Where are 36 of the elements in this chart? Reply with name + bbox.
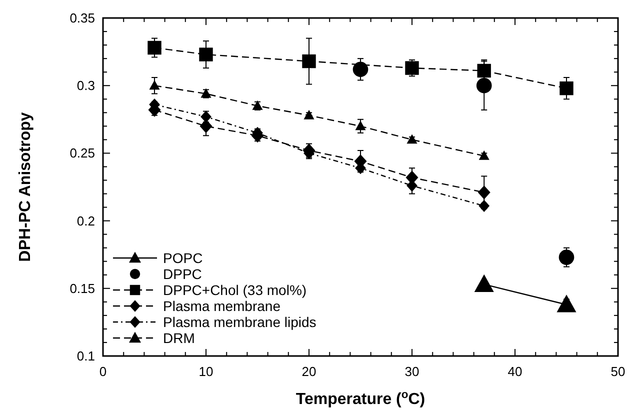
point [405, 61, 419, 75]
legend-label: DRM [163, 330, 195, 346]
legend-label: DPPC+Chol (33 mol%) [163, 282, 307, 298]
x-tick-label: 20 [302, 364, 316, 379]
point [476, 78, 492, 94]
point [407, 134, 417, 144]
point [352, 62, 368, 78]
x-tick-label: 30 [404, 364, 420, 379]
point [302, 54, 316, 68]
point [150, 80, 160, 90]
y-axis-title: DPH-PC Anisotropy [17, 112, 34, 262]
x-tick-label: 10 [198, 364, 214, 379]
legend-label: Plasma membrane lipids [163, 314, 316, 330]
y-tick-label: 0.1 [76, 348, 95, 364]
legend-label: POPC [163, 250, 203, 266]
point [478, 186, 490, 200]
x-axis-title: Temperature ($^{o}$C) [296, 389, 426, 408]
point [558, 250, 574, 265]
point [148, 40, 162, 55]
legend-label: Plasma membrane [163, 298, 281, 314]
y-tick-label: 0.25 [70, 146, 95, 161]
y-tick-label: 0.3 [76, 78, 95, 94]
y-tick-label: 0.2 [76, 213, 95, 228]
x-tick-label: 50 [610, 364, 626, 379]
y-tick-label: 0.35 [70, 10, 95, 26]
point [199, 48, 213, 62]
point [477, 64, 491, 78]
point [479, 151, 489, 160]
point [560, 81, 574, 96]
legend-label: DPPC [163, 266, 202, 282]
y-tick-label: 0.15 [70, 280, 95, 296]
x-tick-label: 40 [508, 364, 522, 379]
point [304, 110, 314, 120]
point [356, 121, 366, 130]
point [200, 120, 212, 133]
x-tick-label: 0 [99, 364, 107, 379]
